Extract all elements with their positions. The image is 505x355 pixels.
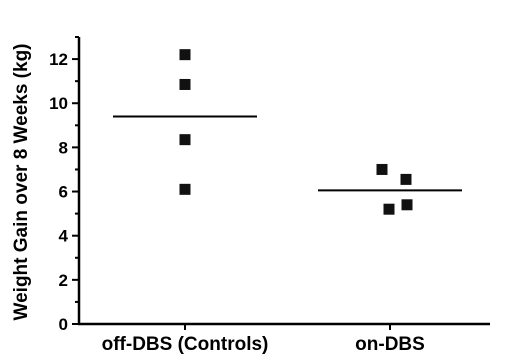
data-point xyxy=(400,173,412,185)
y-tick-label: 0 xyxy=(59,315,68,334)
data-point xyxy=(401,199,413,211)
data-points xyxy=(179,49,413,215)
y-tick-label: 6 xyxy=(59,183,68,202)
x-axis: off-DBS (Controls) on-DBS xyxy=(78,322,490,355)
data-point xyxy=(179,134,191,146)
x-category-label: on-DBS xyxy=(355,334,425,355)
y-axis-title: Weight Gain over 8 Weeks (kg) xyxy=(11,44,32,321)
data-point xyxy=(383,203,395,215)
data-point xyxy=(179,183,191,195)
y-tick-label: 10 xyxy=(49,94,68,113)
y-axis: 0 2 4 6 8 10 12 xyxy=(49,36,81,334)
data-point xyxy=(376,163,388,175)
y-tick-label: 2 xyxy=(59,271,68,290)
y-tick-label: 4 xyxy=(59,227,69,246)
mean-lines xyxy=(113,115,462,192)
y-tick-label: 12 xyxy=(49,50,68,69)
x-category-label: off-DBS (Controls) xyxy=(102,334,269,355)
y-tick-label: 8 xyxy=(59,138,68,157)
data-point xyxy=(179,78,191,90)
data-point xyxy=(179,49,191,61)
